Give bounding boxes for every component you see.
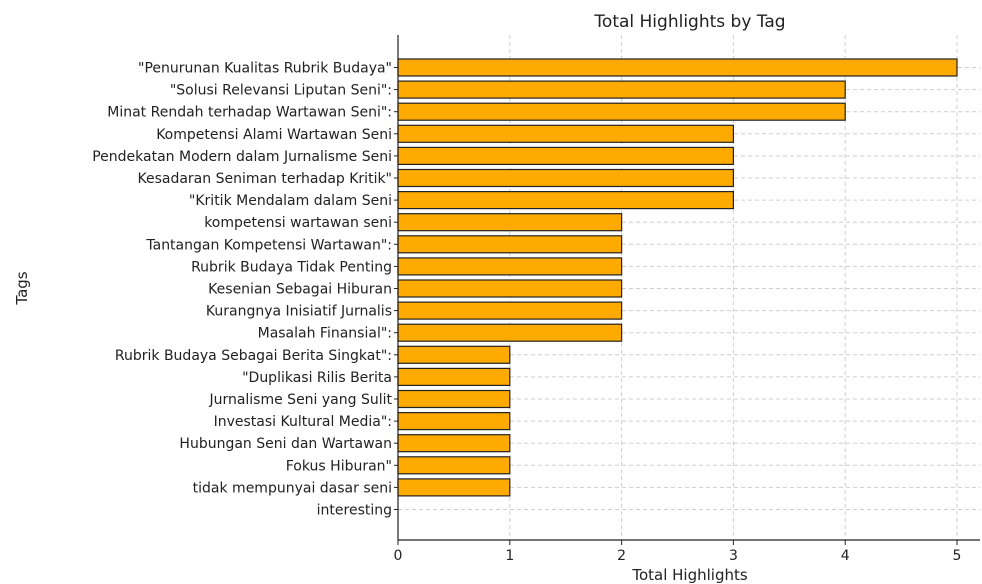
bar (397, 58, 958, 77)
y-tick-label: Masalah Finansial": (258, 326, 392, 342)
y-tick-label: Hubungan Seni dan Wartawan (179, 436, 392, 452)
bar (397, 323, 623, 342)
y-tick-label: "Solusi Relevansi Liputan Seni": (170, 83, 392, 99)
y-tick-label: Pendekatan Modern dalam Jurnalisme Seni (92, 149, 392, 165)
x-tick-label: 1 (505, 548, 514, 564)
bar (397, 257, 623, 276)
bar (397, 389, 511, 409)
y-tick-label: tidak mempunyai dasar seni (193, 480, 392, 496)
bar (397, 301, 623, 320)
bar (397, 478, 511, 497)
bar (397, 412, 511, 431)
bar (397, 434, 511, 453)
y-tick-label: Minat Rendah terhadap Wartawan Seni": (107, 105, 392, 121)
y-tick-label: Kurangnya Inisiatif Jurnalis (206, 304, 392, 320)
bar (397, 102, 846, 121)
y-tick-label: Tantangan Kompetensi Wartawan": (145, 237, 392, 253)
axes (394, 35, 980, 545)
bar (397, 146, 734, 165)
x-tick-label: 3 (729, 548, 738, 564)
y-tick-label: Investasi Kultural Media": (214, 414, 392, 430)
y-tick-label: Kesadaran Seniman terhadap Kritik" (137, 171, 392, 187)
bar (397, 345, 511, 364)
x-tick-label: 0 (394, 548, 403, 564)
y-axis-title: Tags (13, 271, 31, 305)
y-tick-label: "Duplikasi Rilis Berita (242, 370, 392, 386)
bar (397, 279, 623, 298)
bar (397, 80, 846, 99)
y-tick-label: "Kritik Mendalam dalam Seni (189, 193, 392, 209)
y-tick-labels: "Penurunan Kualitas Rubrik Budaya" "Solus… (92, 61, 392, 519)
x-tick-label: 5 (953, 548, 962, 564)
y-tick-label: Kompetensi Alami Wartawan Seni (156, 127, 392, 143)
bars (397, 58, 958, 497)
bar (397, 235, 623, 254)
y-tick-label: Rubrik Budaya Sebagai Berita Singkat": (115, 348, 392, 364)
bar (397, 124, 734, 143)
bar (397, 168, 734, 188)
x-axis-title: Total Highlights (631, 566, 748, 584)
bar (397, 367, 511, 386)
bar (397, 456, 511, 475)
y-tick-label: Jurnalisme Seni yang Sulit (208, 392, 392, 408)
bar (397, 213, 623, 232)
bar (397, 191, 734, 210)
y-tick-label: Fokus Hiburan" (286, 458, 392, 474)
x-tick-labels: 0 1 2 3 4 5 (394, 548, 962, 564)
x-tick-label: 2 (617, 548, 626, 564)
x-tick-label: 4 (841, 548, 850, 564)
y-tick-label: Kesenian Sebagai Hiburan (208, 282, 392, 298)
y-tick-label: interesting (317, 503, 392, 519)
y-tick-label: "Penurunan Kualitas Rubrik Budaya" (138, 61, 392, 77)
chart-title: Total Highlights by Tag (593, 12, 785, 32)
y-tick-label: Rubrik Budaya Tidak Penting (191, 259, 392, 275)
y-tick-label: kompetensi wartawan seni (204, 215, 392, 231)
